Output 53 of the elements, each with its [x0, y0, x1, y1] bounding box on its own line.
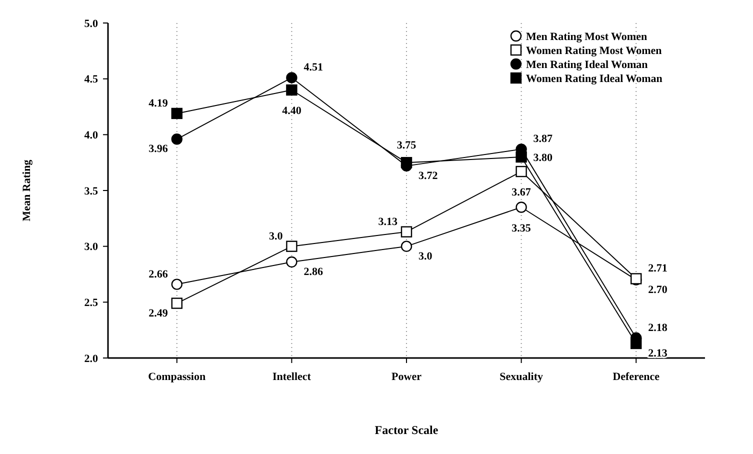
- point: [286, 72, 298, 84]
- legend-label: Women Rating Most Women: [526, 44, 662, 57]
- y-tick-label: 2.0: [84, 352, 98, 365]
- x-tick-label: Sexuality: [500, 371, 544, 383]
- data-label: 4.40: [282, 105, 302, 117]
- y-tick-label: 3.0: [84, 241, 98, 254]
- x-tick-label: Deference: [612, 371, 660, 383]
- data-label: 2.66: [148, 268, 168, 280]
- legend-label: Women Rating Ideal Woman: [526, 72, 662, 85]
- point: [286, 84, 298, 96]
- data-label: 2.49: [148, 307, 168, 320]
- data-label: 3.75: [396, 140, 417, 152]
- data-label: 4.19: [148, 97, 168, 110]
- x-tick-label: Compassion: [148, 371, 206, 383]
- data-label: 3.13: [378, 216, 398, 228]
- point: [286, 240, 298, 252]
- y-tick-label: 4.0: [84, 130, 98, 142]
- y-tick-label: 3.5: [84, 185, 98, 198]
- point: [400, 240, 412, 252]
- data-label: 3.96: [148, 143, 168, 156]
- data-label: 2.18: [648, 322, 668, 334]
- point: [516, 202, 527, 213]
- data-label: 3.87: [533, 133, 554, 146]
- data-label: 3.80: [533, 152, 554, 164]
- data-label: 2.13: [648, 347, 668, 360]
- data-label: 3.67: [512, 186, 532, 199]
- data-label: 3.0: [268, 230, 284, 242]
- data-label: 3.35: [512, 222, 532, 234]
- data-label: 2.70: [648, 284, 668, 296]
- y-tick-label: 4.5: [84, 74, 98, 86]
- data-label: 3.72: [418, 170, 438, 182]
- point: [516, 166, 527, 178]
- y-axis-title: Mean Rating: [21, 159, 33, 222]
- legend-label: Men Rating Ideal Woman: [526, 58, 648, 71]
- point: [516, 151, 527, 163]
- point: [171, 278, 182, 290]
- data-label: 2.86: [304, 266, 324, 278]
- point: [171, 298, 182, 309]
- point: [630, 338, 642, 350]
- x-tick-label: Intellect: [272, 371, 312, 383]
- legend-label: Men Rating Most Women: [526, 30, 648, 43]
- y-tick-label: 5.0: [84, 18, 98, 30]
- point: [400, 226, 412, 238]
- point: [171, 108, 182, 120]
- data-label: 3.0: [418, 250, 433, 262]
- data-label: 4.51: [304, 62, 323, 74]
- data-label: 2.71: [648, 262, 668, 275]
- point: [286, 256, 298, 268]
- y-tick-label: 2.5: [84, 297, 98, 310]
- x-axis-title: Factor Scale: [374, 423, 439, 437]
- point: [400, 156, 412, 168]
- x-tick-label: Power: [392, 371, 422, 383]
- point: [171, 134, 182, 145]
